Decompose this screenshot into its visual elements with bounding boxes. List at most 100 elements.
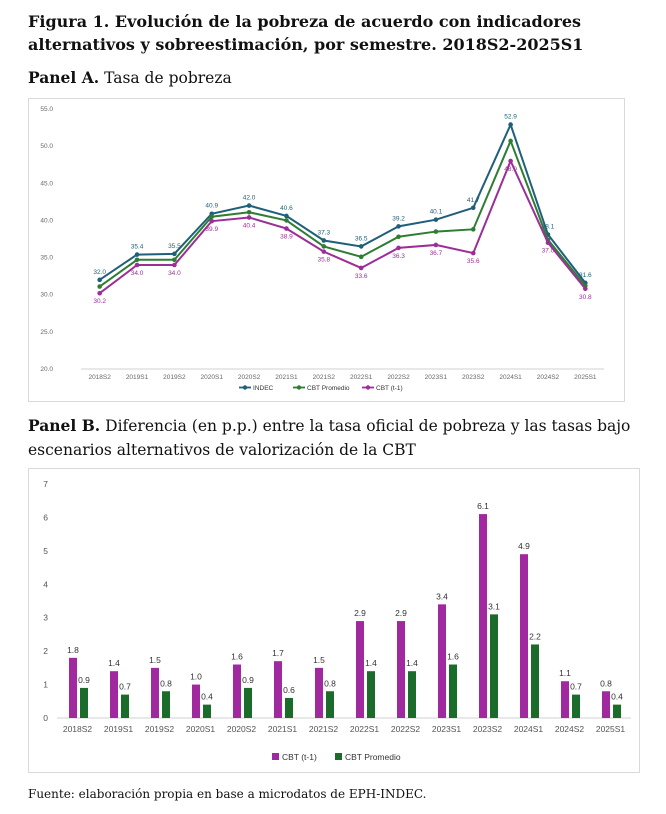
data-label: 1.5: [313, 655, 325, 665]
data-label: 1.6: [231, 652, 243, 662]
data-label: 36.5: [355, 235, 368, 242]
data-label: 6.1: [477, 501, 489, 511]
data-label: 1.4: [406, 658, 418, 668]
y-tick-label: 5: [43, 546, 48, 556]
data-point: [433, 242, 439, 248]
data-point: [246, 203, 252, 208]
data-label: 4.9: [518, 541, 530, 551]
data-label: 3.4: [436, 591, 448, 601]
data-point: [433, 217, 439, 222]
data-label: 39.9: [205, 226, 218, 233]
x-tick-label: 2024S1: [514, 724, 544, 734]
bar: [151, 667, 159, 718]
data-label: 35.4: [131, 244, 144, 251]
data-point: [134, 257, 140, 263]
bar: [397, 621, 405, 718]
y-tick-label: 7: [43, 479, 48, 489]
data-point: [508, 158, 513, 164]
y-tick-label: 35.0: [40, 255, 53, 262]
data-point: [396, 245, 401, 251]
legend-label: CBT (t-1): [282, 752, 317, 762]
data-label: 2.9: [395, 608, 407, 618]
x-tick-label: 2024S2: [555, 724, 585, 734]
data-point: [172, 251, 177, 257]
data-point: [396, 234, 401, 240]
x-tick-label: 2020S1: [186, 724, 216, 734]
data-point: [134, 262, 140, 268]
bar: [356, 621, 364, 718]
data-label: 39.2: [392, 215, 405, 222]
data-point: [246, 209, 252, 215]
bar-chart-svg: 0 1 2 3 4 5 6 7 2018S2 2019S1 2019S2 2020S1 2020S2 20…: [43, 479, 631, 762]
x-tick-label: 2025S1: [574, 374, 597, 381]
x-tick-label: 2018S2: [63, 724, 93, 734]
series-line: [99, 158, 587, 295]
data-label: 37.3: [317, 229, 330, 236]
bar: [602, 691, 610, 718]
data-label: 1.8: [67, 645, 79, 655]
bar: [69, 657, 77, 718]
data-point: [508, 138, 513, 144]
data-label: 40.1: [430, 209, 443, 216]
x-tick-label: 2021S1: [275, 374, 298, 381]
data-point: [321, 249, 327, 254]
bar: [408, 671, 416, 718]
x-tick-label: 2022S2: [387, 374, 410, 381]
data-label: 1.1: [559, 668, 571, 678]
x-tick-label: 2020S2: [238, 374, 261, 381]
data-point: [172, 257, 177, 263]
panel-b-label: Panel B.: [28, 416, 101, 435]
x-tick-label: 2022S1: [350, 374, 373, 381]
panel-b-title: Panel B. Diferencia (en p.p.) entre la t…: [28, 414, 643, 462]
series-line: [99, 138, 587, 288]
data-label: 40.4: [243, 222, 256, 229]
data-point: [358, 244, 364, 249]
data-label: 38.1: [542, 224, 555, 231]
y-tick-label: 25.0: [40, 329, 53, 336]
y-tick-label: 4: [43, 579, 48, 589]
x-tick-label: 2023S1: [432, 724, 462, 734]
y-tick-label: 6: [43, 512, 48, 522]
x-tick-label: 2019S2: [145, 724, 175, 734]
x-tick-label: 2025S1: [596, 724, 626, 734]
x-tick-label: 2019S1: [126, 374, 149, 381]
data-label: 0.8: [324, 678, 336, 688]
x-tick-label: 2023S2: [473, 724, 503, 734]
data-label: 1.7: [272, 648, 284, 658]
data-label: 41.7: [467, 197, 480, 204]
data-point: [284, 218, 289, 223]
bar: [244, 687, 252, 718]
bar: [520, 554, 528, 718]
bar: [110, 671, 118, 718]
panel-a-text: Tasa de pobreza: [104, 69, 232, 87]
bar-chart-panel-b: 0 1 2 3 4 5 6 7 2018S2 2019S1 2019S2 2020S1 2020S2 20…: [28, 468, 640, 773]
line-chart-svg: 20.0 25.0 30.0 35.0 40.0 45.0 50.0 55.0 2018S2 20…: [40, 106, 604, 392]
x-tick-label: 2018S2: [88, 374, 111, 381]
x-tick-label: 2024S1: [499, 374, 522, 381]
bar: [203, 704, 211, 718]
panel-a-label: Panel A.: [28, 68, 100, 87]
data-label: 0.9: [242, 675, 254, 685]
legend-marker: [242, 385, 248, 390]
data-label: 36.7: [430, 250, 443, 257]
data-point: [321, 238, 327, 243]
x-tick-label: 2023S1: [425, 374, 448, 381]
data-label: 1.0: [190, 672, 202, 682]
bar: [613, 704, 621, 718]
data-label: 34.0: [168, 270, 181, 277]
y-tick-label: 30.0: [40, 292, 53, 299]
data-point: [97, 277, 102, 283]
data-label: 40.6: [280, 205, 293, 212]
panel-a-title: Panel A. Tasa de pobreza: [28, 66, 643, 90]
bar: [80, 687, 88, 718]
data-label: 1.4: [108, 658, 120, 668]
data-label: 32.0: [93, 269, 106, 276]
data-label: 2.2: [529, 631, 541, 641]
bar: [192, 684, 200, 718]
x-tick-label: 2021S2: [309, 724, 339, 734]
data-point: [321, 244, 327, 249]
series-line: [99, 121, 587, 284]
data-point: [134, 252, 140, 257]
data-point: [583, 286, 588, 292]
data-point: [470, 250, 476, 256]
